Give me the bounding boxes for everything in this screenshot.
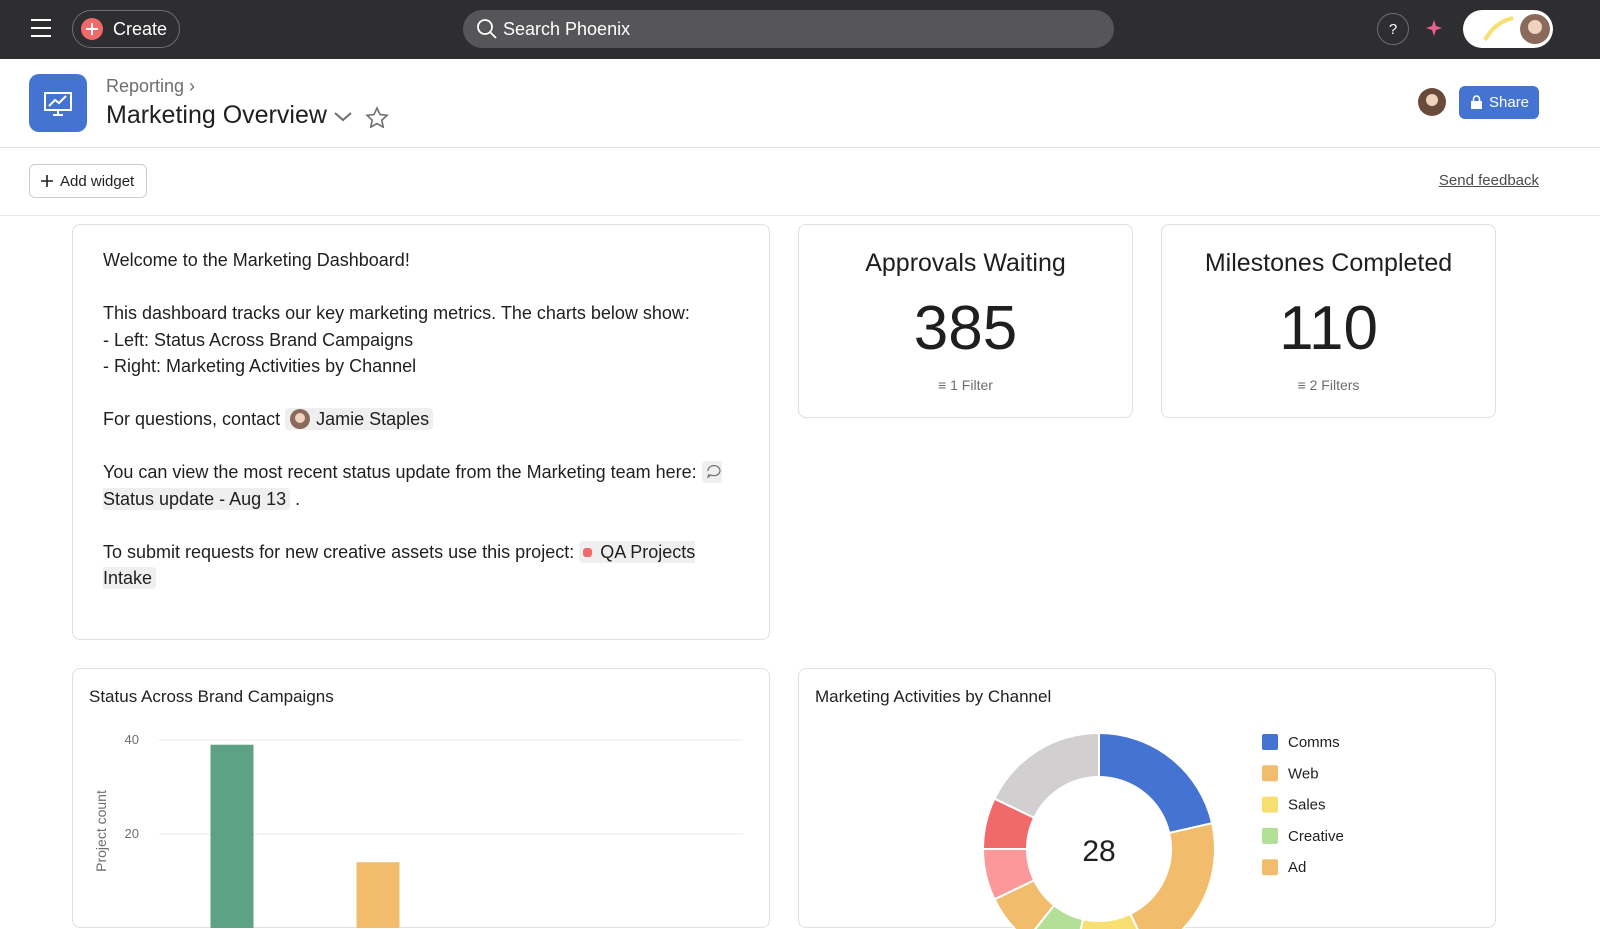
- ai-icon[interactable]: [1424, 17, 1448, 41]
- project-icon: [29, 74, 87, 132]
- status-link: Status update - Aug 13: [103, 488, 287, 509]
- legend-label: Creative: [1288, 828, 1344, 845]
- title-actions[interactable]: [333, 106, 393, 128]
- metric-widget: Approvals Waiting 385 ≡ 1 Filter: [798, 224, 1133, 418]
- text-line: - Left: Status Across Brand Campaigns: [103, 329, 414, 350]
- text-widget: Welcome to the Marketing Dashboard! This…: [72, 224, 770, 640]
- donut-slice: [1098, 731, 1214, 835]
- page-title: Marketing Overview: [106, 101, 327, 129]
- y-tick-label: 20: [125, 826, 139, 841]
- legend-swatch: [1262, 734, 1278, 750]
- text-line: - Right: Marketing Activities by Channel: [103, 356, 417, 376]
- create-button[interactable]: Create: [72, 10, 180, 48]
- chart-title: Status Across Brand Campaigns: [89, 687, 334, 706]
- bar: [356, 862, 400, 928]
- bar-chart-widget: Status Across Brand Campaigns Project co…: [72, 668, 770, 928]
- project-name: QA Projects Intake: [103, 541, 696, 589]
- text-line: To submit requests for new creative asse…: [103, 541, 575, 562]
- metric-widget: Milestones Completed 110 ≡ 2 Filters: [1161, 224, 1496, 418]
- y-tick-label: 40: [125, 732, 139, 747]
- text-line: Welcome to the Marketing Dashboard!: [103, 250, 410, 270]
- text-line: .: [295, 488, 301, 509]
- menu-icon[interactable]: [30, 18, 52, 38]
- legend-swatch: [1262, 859, 1278, 876]
- text-block: For questions, contact Jamie Staples: [103, 406, 739, 433]
- profile-button[interactable]: [1463, 10, 1553, 48]
- metric-title: Milestones Completed: [1204, 249, 1453, 277]
- text-block: You can view the most recent status upda…: [103, 459, 739, 512]
- chart-title: Marketing Activities by Channel: [815, 687, 1052, 706]
- donut-chart-widget: Marketing Activities by Channel 28 Comms…: [798, 668, 1496, 929]
- metric-title: Approvals Waiting: [865, 249, 1066, 277]
- metric-filter[interactable]: ≡ 1 Filter: [938, 377, 993, 393]
- breadcrumb[interactable]: Reporting ›: [106, 76, 196, 96]
- text-line: For questions, contact: [103, 409, 281, 429]
- donut-slice: [1128, 821, 1216, 929]
- text-line: You can view the most recent status upda…: [103, 462, 697, 482]
- filter-label: 2 Filters: [1309, 377, 1360, 393]
- text-line: This dashboard tracks our key marketing …: [103, 303, 690, 323]
- search-box[interactable]: Search Phoenix: [463, 10, 1114, 48]
- feedback-link[interactable]: Send feedback: [1438, 172, 1539, 189]
- legend-swatch: [1262, 827, 1278, 844]
- bar: [210, 744, 254, 928]
- breadcrumb-label: Reporting: [106, 76, 185, 96]
- share-button[interactable]: Share: [1459, 86, 1539, 119]
- toolbar: [0, 147, 1600, 216]
- help-button[interactable]: ?: [1376, 12, 1410, 46]
- metric-value: 110: [1279, 294, 1378, 363]
- text-block: To submit requests for new creative asse…: [103, 539, 739, 592]
- legend-swatch: [1262, 765, 1278, 782]
- page-header: [0, 59, 1600, 148]
- donut-chart: 28 Comms Web Sales Creative Ad: [981, 731, 1344, 929]
- add-widget-label: Add widget: [60, 173, 135, 190]
- bar-chart: Project count 20 40: [93, 732, 743, 928]
- mention-name: Jamie Staples: [316, 409, 430, 429]
- mention-chip[interactable]: Jamie Staples: [285, 408, 434, 430]
- text-block: This dashboard tracks our key marketing …: [103, 300, 739, 380]
- search-placeholder: Search Phoenix: [503, 19, 631, 39]
- metric-value: 385: [913, 294, 1018, 363]
- filter-label: 1 Filter: [950, 377, 993, 393]
- donut-slice: [993, 731, 1100, 820]
- legend-label: Ad: [1288, 859, 1306, 876]
- legend-label: Comms: [1288, 734, 1340, 751]
- svg-text:?: ?: [1389, 21, 1397, 38]
- legend-label: Sales: [1288, 797, 1326, 814]
- member-avatar[interactable]: [1417, 87, 1447, 117]
- y-axis-label: Project count: [93, 790, 109, 872]
- center-label: 28: [1082, 835, 1115, 868]
- add-widget-button[interactable]: Add widget: [29, 164, 147, 198]
- create-label: Create: [113, 19, 168, 39]
- metric-filter[interactable]: ≡ 2 Filters: [1297, 377, 1360, 393]
- top-bar: Create Search Phoenix ?: [0, 0, 1600, 59]
- legend-swatch: [1262, 796, 1278, 813]
- legend-label: Web: [1288, 765, 1319, 782]
- share-label: Share: [1489, 94, 1530, 111]
